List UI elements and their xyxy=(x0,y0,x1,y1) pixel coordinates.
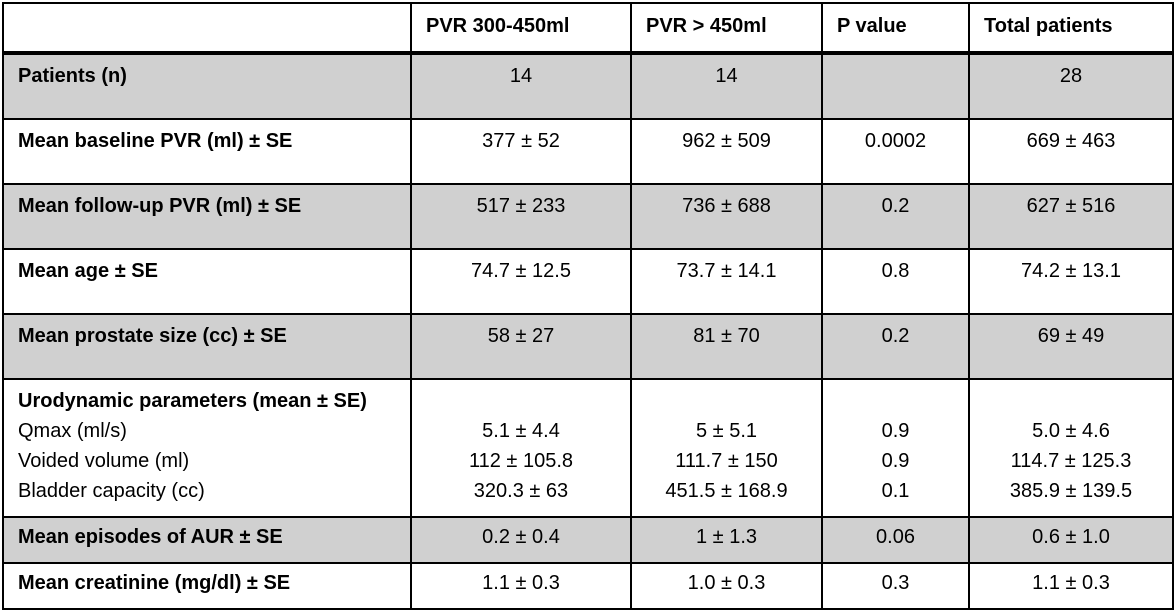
cell-value: 69 ± 49 xyxy=(968,313,1174,380)
table-row: Patients (n) 14 14 28 xyxy=(2,52,1174,120)
cell-value: 0.9 xyxy=(881,450,910,472)
cell-value: 111.7 ± 150 xyxy=(675,450,778,472)
cell-value: 5.0 ± 4.6 xyxy=(1032,420,1110,442)
row-label: Patients (n) xyxy=(2,52,412,120)
row-label: Mean follow-up PVR (ml) ± SE xyxy=(2,183,412,250)
cell-value: 74.2 ± 13.1 xyxy=(968,248,1174,315)
header-cell-pvr-300-450: PVR 300-450ml xyxy=(410,2,632,55)
urodynamic-values-pvr-over-450: 5 ± 5.1 111.7 ± 150 451.5 ± 168.9 xyxy=(630,378,823,518)
urodynamic-values-total: 5.0 ± 4.6 114.7 ± 125.3 385.9 ± 139.5 xyxy=(968,378,1174,518)
param-label-qmax: Qmax (ml/s) xyxy=(18,420,127,442)
row-label: Mean creatinine (mg/dl) ± SE xyxy=(2,562,412,610)
cell-value: 962 ± 509 xyxy=(630,118,823,185)
cell-value: 451.5 ± 168.9 xyxy=(665,480,788,502)
cell-value: 1 ± 1.3 xyxy=(630,516,823,564)
cell-value: 5 ± 5.1 xyxy=(695,420,757,442)
cell-value: 14 xyxy=(630,52,823,120)
table-row: Mean baseline PVR (ml) ± SE 377 ± 52 962… xyxy=(2,118,1174,185)
cell-value xyxy=(821,52,970,120)
cell-value: 0.6 ± 1.0 xyxy=(968,516,1174,564)
cell-value: 627 ± 516 xyxy=(968,183,1174,250)
cell-value: 0.06 xyxy=(821,516,970,564)
cell-value: 1.1 ± 0.3 xyxy=(968,562,1174,610)
cell-value: 0.0002 xyxy=(821,118,970,185)
cell-value: 81 ± 70 xyxy=(630,313,823,380)
table-row: Mean age ± SE 74.7 ± 12.5 73.7 ± 14.1 0.… xyxy=(2,248,1174,315)
table-row: Mean follow-up PVR (ml) ± SE 517 ± 233 7… xyxy=(2,183,1174,250)
table-row: Mean episodes of AUR ± SE 0.2 ± 0.4 1 ± … xyxy=(2,516,1174,564)
row-label: Mean episodes of AUR ± SE xyxy=(2,516,412,564)
param-label-voided-volume: Voided volume (ml) xyxy=(18,450,190,472)
row-label: Mean prostate size (cc) ± SE xyxy=(2,313,412,380)
cell-value: 0.9 xyxy=(881,420,910,442)
cell-value: 114.7 ± 125.3 xyxy=(1010,450,1132,472)
cell-value: 736 ± 688 xyxy=(630,183,823,250)
cell-value: 517 ± 233 xyxy=(410,183,632,250)
urodynamic-title: Urodynamic parameters (mean ± SE) xyxy=(18,390,367,412)
cell-value: 0.8 xyxy=(821,248,970,315)
header-cell-empty xyxy=(2,2,412,55)
urodynamic-label-cell: Urodynamic parameters (mean ± SE) Qmax (… xyxy=(2,378,412,518)
table-row: Mean creatinine (mg/dl) ± SE 1.1 ± 0.3 1… xyxy=(2,562,1174,610)
header-cell-pvr-over-450: PVR > 450ml xyxy=(630,2,823,55)
cell-value: 1.1 ± 0.3 xyxy=(410,562,632,610)
cell-value: 1.0 ± 0.3 xyxy=(630,562,823,610)
cell-value: 669 ± 463 xyxy=(968,118,1174,185)
param-label-bladder-capacity: Bladder capacity (cc) xyxy=(18,480,205,502)
header-cell-total-patients: Total patients xyxy=(968,2,1174,55)
cell-value: 0.3 xyxy=(821,562,970,610)
row-label: Mean baseline PVR (ml) ± SE xyxy=(2,118,412,185)
cell-value: 14 xyxy=(410,52,632,120)
cell-value: 74.7 ± 12.5 xyxy=(410,248,632,315)
urodynamic-values-pvr-300-450: 5.1 ± 4.4 112 ± 105.8 320.3 ± 63 xyxy=(410,378,632,518)
urodynamic-row: Urodynamic parameters (mean ± SE) Qmax (… xyxy=(2,378,1174,518)
cell-value: 5.1 ± 4.4 xyxy=(482,420,560,442)
cell-value: 0.2 ± 0.4 xyxy=(410,516,632,564)
cell-value: 0.1 xyxy=(881,480,910,502)
cell-value: 385.9 ± 139.5 xyxy=(1009,480,1133,502)
urodynamic-values-p-value: 0.9 0.9 0.1 xyxy=(821,378,970,518)
row-label: Mean age ± SE xyxy=(2,248,412,315)
header-row: PVR 300-450ml PVR > 450ml P value Total … xyxy=(2,2,1174,55)
cell-value: 58 ± 27 xyxy=(410,313,632,380)
cell-value: 377 ± 52 xyxy=(410,118,632,185)
cell-value: 320.3 ± 63 xyxy=(473,480,569,502)
header-cell-p-value: P value xyxy=(821,2,970,55)
cell-value: 73.7 ± 14.1 xyxy=(630,248,823,315)
cell-value: 112 ± 105.8 xyxy=(468,450,574,472)
table-row: Mean prostate size (cc) ± SE 58 ± 27 81 … xyxy=(2,313,1174,380)
cell-value: 28 xyxy=(968,52,1174,120)
cell-value: 0.2 xyxy=(821,313,970,380)
cell-value: 0.2 xyxy=(821,183,970,250)
